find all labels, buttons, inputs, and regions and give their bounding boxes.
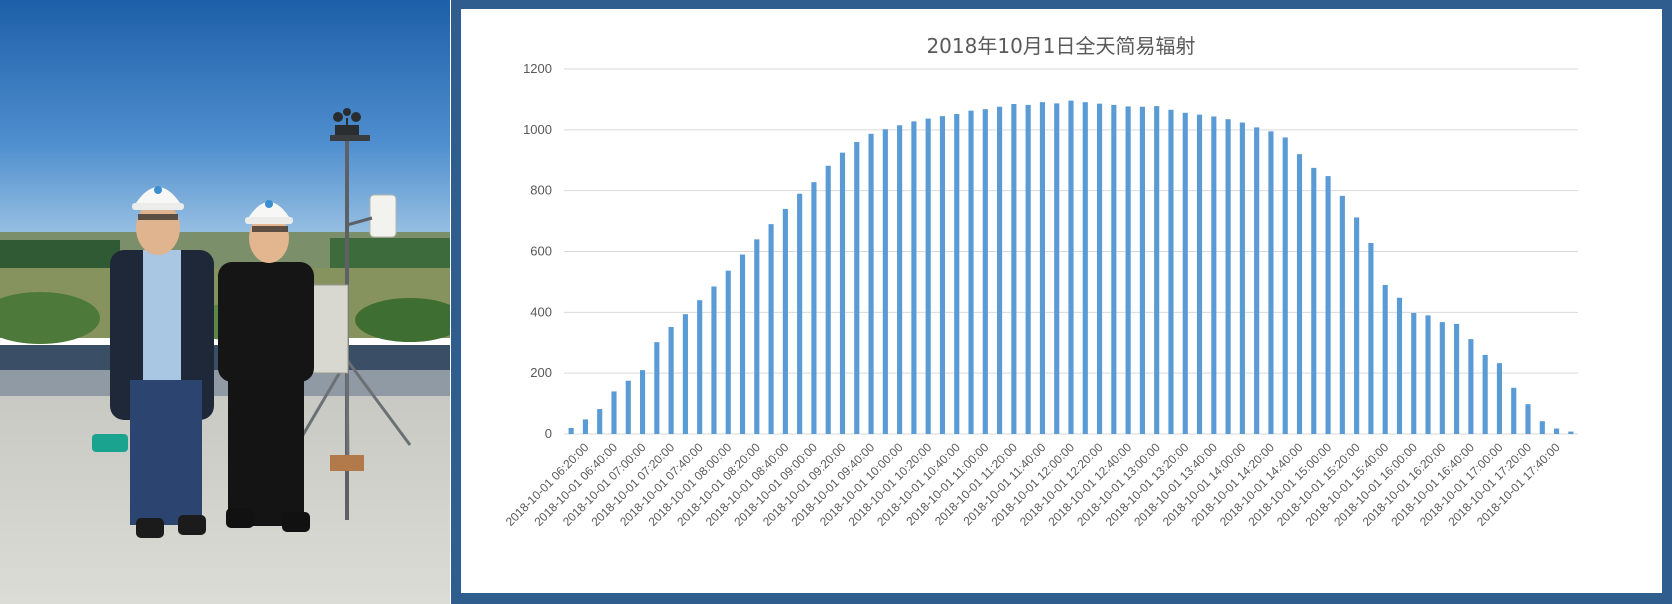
bar xyxy=(754,239,760,434)
bar xyxy=(1111,104,1117,434)
person-right xyxy=(218,200,314,532)
bar xyxy=(1254,127,1260,435)
bar xyxy=(1068,100,1074,434)
anemometer-icon xyxy=(333,108,361,126)
hard-hat-icon xyxy=(245,200,293,224)
bar xyxy=(654,342,660,434)
bar xyxy=(1139,106,1145,434)
y-tick-label: 200 xyxy=(530,365,552,380)
bar xyxy=(682,314,688,434)
bar xyxy=(1211,116,1217,434)
bar xyxy=(625,380,631,434)
bar xyxy=(1396,297,1403,434)
bar xyxy=(1096,103,1103,435)
y-tick-label: 1000 xyxy=(523,122,552,137)
bar xyxy=(1554,428,1560,434)
bar xyxy=(1525,404,1531,434)
chart-title: 2018年10月1日全天简易辐射 xyxy=(926,34,1195,58)
bar xyxy=(1239,122,1245,434)
bar xyxy=(825,165,831,435)
bar xyxy=(611,391,617,434)
bar xyxy=(1182,112,1188,435)
roof-surface xyxy=(0,396,450,604)
y-tick-label: 400 xyxy=(530,304,552,319)
bar xyxy=(725,270,731,434)
bar xyxy=(797,193,803,434)
y-tick-label: 0 xyxy=(545,426,552,441)
bar xyxy=(1382,284,1388,434)
bar xyxy=(1368,242,1374,434)
bar xyxy=(1296,154,1303,435)
bar xyxy=(854,142,860,434)
bar xyxy=(897,125,903,435)
bar xyxy=(1496,363,1503,434)
bar xyxy=(1511,387,1517,434)
bar xyxy=(939,116,946,435)
chart-panel: 2018年10月1日全天简易辐射 0 200 400 600 800 1000 1200 2… xyxy=(461,9,1662,593)
bar xyxy=(882,129,888,434)
bar xyxy=(1196,114,1203,435)
bar xyxy=(768,224,774,434)
bar xyxy=(1468,339,1474,434)
bar xyxy=(1282,137,1288,434)
bar xyxy=(1482,354,1488,434)
bar xyxy=(982,109,988,435)
bar xyxy=(697,300,703,434)
bars xyxy=(568,100,1574,435)
bar xyxy=(1311,167,1317,434)
bar xyxy=(1454,323,1460,434)
bar xyxy=(1225,119,1231,434)
bar xyxy=(968,110,974,435)
y-tick-label: 1200 xyxy=(523,61,552,76)
bar xyxy=(1268,131,1274,434)
bar xyxy=(668,326,674,434)
bar xyxy=(1168,109,1174,434)
bar xyxy=(568,427,574,434)
bar xyxy=(739,254,746,434)
bar xyxy=(1082,102,1088,435)
bar xyxy=(954,114,960,435)
bar xyxy=(1011,103,1017,434)
bar xyxy=(1439,322,1445,434)
toolbox xyxy=(92,434,128,452)
y-tick-label: 800 xyxy=(530,183,552,198)
hard-hat-icon xyxy=(132,186,184,210)
bar xyxy=(1039,102,1046,435)
bar xyxy=(1411,312,1417,434)
bar xyxy=(1539,421,1545,434)
bar xyxy=(811,182,817,434)
bar xyxy=(711,286,717,434)
bar xyxy=(997,106,1003,434)
bar xyxy=(1325,176,1331,434)
y-tick-label: 600 xyxy=(530,244,552,259)
bar xyxy=(582,419,588,434)
bar xyxy=(1154,106,1160,435)
person-left xyxy=(110,186,214,538)
bar xyxy=(1354,217,1360,434)
bar xyxy=(1054,103,1060,435)
bar xyxy=(782,208,788,434)
chart-frame: 2018年10月1日全天简易辐射 0 200 400 600 800 1000 1200 2… xyxy=(451,0,1672,604)
bar xyxy=(639,370,646,435)
bar xyxy=(868,133,874,434)
bar xyxy=(1125,106,1131,434)
bar xyxy=(597,409,603,434)
bar xyxy=(1025,104,1031,434)
bar xyxy=(925,118,931,434)
field-photo xyxy=(0,0,450,604)
y-axis-ticks: 0 200 400 600 800 1000 1200 xyxy=(523,61,552,441)
bar-chart: 2018年10月1日全天简易辐射 0 200 400 600 800 1000 1200 2… xyxy=(503,34,1578,529)
bar xyxy=(911,121,917,434)
bar xyxy=(1425,315,1431,435)
bar xyxy=(1339,195,1345,434)
bar xyxy=(1568,431,1574,434)
bar xyxy=(839,152,846,434)
